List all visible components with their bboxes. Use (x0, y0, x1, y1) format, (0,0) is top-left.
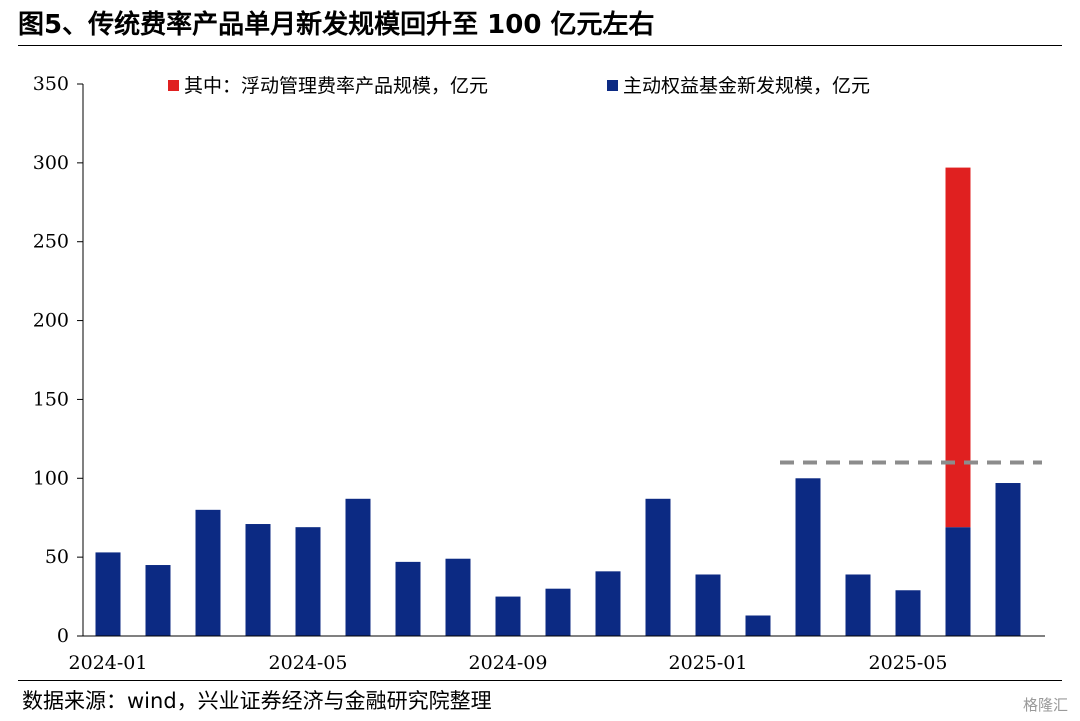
x-tick-label: 2024-05 (269, 652, 348, 674)
source-note: 数据来源：wind，兴业证券经济与金融研究院整理 (22, 689, 492, 713)
footer-rule (18, 680, 1062, 681)
bar-active-equity (595, 571, 621, 636)
legend-label: 主动权益基金新发规模，亿元 (623, 75, 870, 97)
bar-active-equity (95, 552, 121, 636)
y-tick-label: 350 (33, 73, 69, 95)
bar-active-equity (995, 483, 1021, 636)
bar-active-equity (245, 524, 271, 636)
bar-active-equity (695, 574, 721, 636)
y-tick-label: 300 (33, 152, 69, 174)
bar-active-equity (495, 596, 521, 636)
bar-active-equity (645, 498, 671, 636)
watermark-logo: 格隆汇 (1022, 696, 1068, 714)
y-tick-label: 0 (57, 625, 69, 647)
bar-active-equity (195, 509, 221, 636)
bar-active-equity (545, 588, 571, 636)
bar-active-equity (895, 590, 921, 636)
x-tick-label: 2024-09 (469, 652, 548, 674)
bar-active-equity (395, 561, 421, 636)
x-tick-label: 2025-05 (869, 652, 948, 674)
legend-swatch (168, 80, 179, 91)
bar-active-equity (795, 478, 821, 636)
y-tick-label: 50 (45, 546, 69, 568)
bar-active-equity (295, 527, 321, 636)
legend-swatch (607, 80, 618, 91)
bar-active-equity (345, 498, 371, 636)
bar-active-equity (445, 558, 471, 636)
bar-active-equity (845, 574, 871, 636)
y-tick-label: 200 (33, 310, 69, 332)
bar-active-equity (945, 527, 971, 636)
legend-label: 其中：浮动管理费率产品规模，亿元 (184, 75, 488, 97)
bar-floating-fee (945, 167, 971, 528)
chart-title: 图5、传统费率产品单月新发规模回升至 100 亿元左右 (18, 10, 655, 40)
y-tick-label: 150 (33, 388, 69, 410)
y-tick-label: 100 (33, 467, 69, 489)
bar-active-equity (145, 565, 171, 636)
bar-active-equity (745, 615, 771, 636)
x-tick-label: 2024-01 (69, 652, 148, 674)
y-tick-label: 250 (33, 231, 69, 253)
title-rule (18, 45, 1062, 46)
x-tick-label: 2025-01 (669, 652, 748, 674)
